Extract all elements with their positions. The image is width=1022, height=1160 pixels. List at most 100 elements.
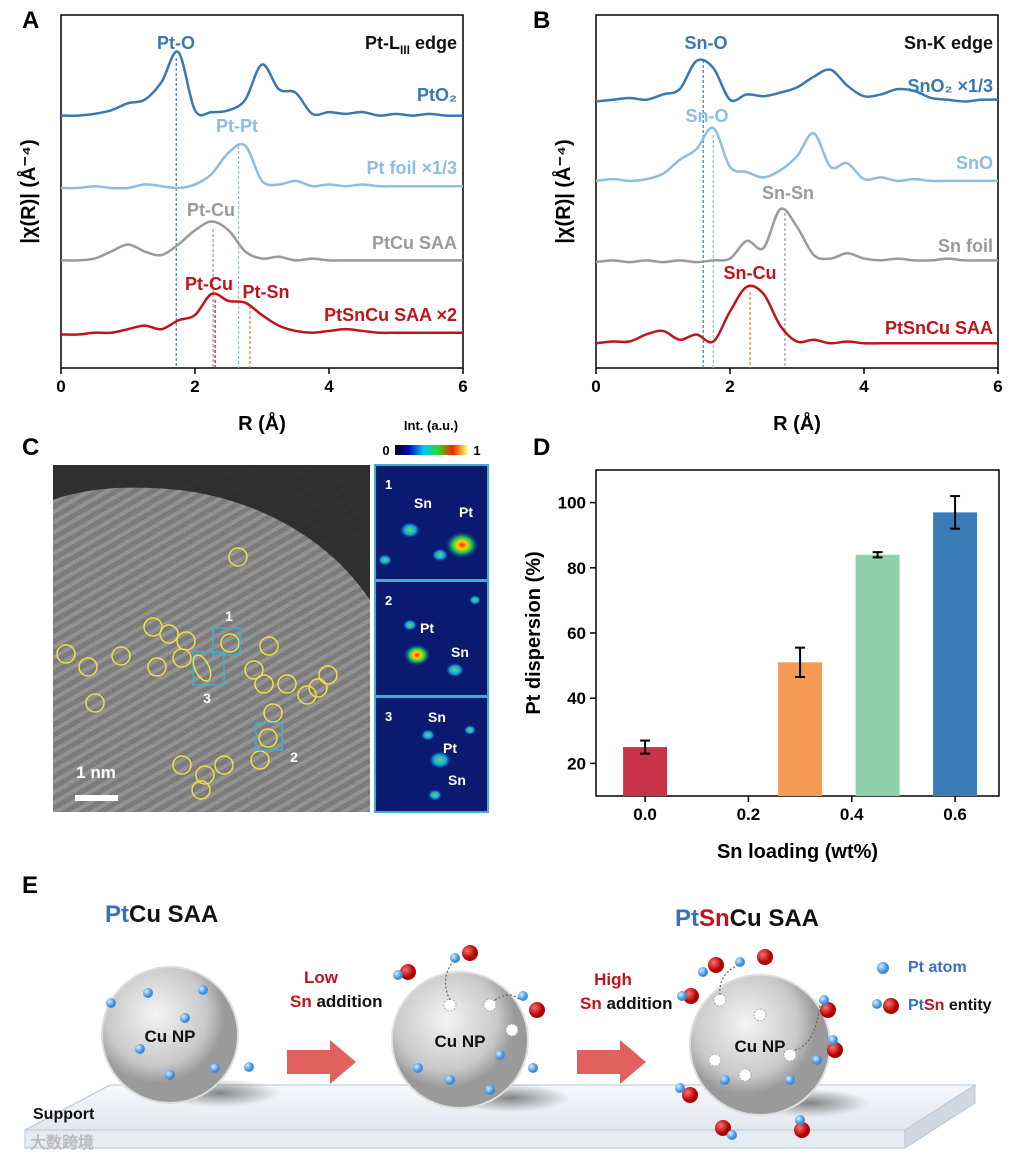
atom-marker xyxy=(220,633,240,653)
series-label: PtSnCu SAA xyxy=(885,318,993,338)
x-tick-label: 0.0 xyxy=(633,805,657,824)
atom-marker xyxy=(297,685,317,705)
inset-atom-label: Pt xyxy=(459,504,473,520)
sn-atom xyxy=(683,988,699,1004)
series-label: Pt foil ×1/3 xyxy=(366,158,457,178)
pt-atom xyxy=(677,991,687,1001)
x-tick-label: 0.6 xyxy=(943,805,967,824)
spectrum-line xyxy=(60,50,464,117)
colorbar xyxy=(395,445,467,455)
peak-label: Pt-O xyxy=(157,33,195,53)
series-label: Sn foil xyxy=(938,236,993,256)
title-pt-cu: PtCu SAA xyxy=(105,901,218,928)
plot-frame xyxy=(595,14,999,369)
atom-marker xyxy=(214,755,234,775)
colorbar-min: 0 xyxy=(382,443,389,458)
pt-atom xyxy=(795,1115,805,1125)
pt-atom xyxy=(445,1075,455,1085)
atom-marker xyxy=(172,648,192,668)
atom-marker xyxy=(254,674,274,694)
spectrum-line xyxy=(60,292,463,336)
intensity-blob xyxy=(421,729,435,741)
x-tick-label: 2 xyxy=(725,377,734,396)
scale-bar xyxy=(75,795,118,801)
panel-title-part: III xyxy=(400,43,410,57)
atom-marker xyxy=(195,765,215,785)
vacancy xyxy=(783,1048,797,1062)
atom-marker xyxy=(259,636,279,656)
y-tick-label: 20 xyxy=(567,754,586,773)
atom-marker xyxy=(191,780,211,800)
sn-atom xyxy=(827,1042,843,1058)
x-axis-label: R (Å) xyxy=(773,411,821,435)
inset-atom-label: Sn xyxy=(428,709,446,725)
atom-marker xyxy=(143,617,163,637)
legend-pt xyxy=(872,999,882,1009)
plot-frame xyxy=(60,14,464,369)
arrow-label: Sn addition xyxy=(580,994,673,1013)
pt-atom xyxy=(727,1130,737,1140)
intensity-blob xyxy=(469,595,481,605)
sn-atom xyxy=(820,1002,836,1018)
pt-atom xyxy=(812,1055,822,1065)
sn-atom xyxy=(462,945,478,961)
inset-atom-label: Sn xyxy=(451,644,469,660)
inset-label: 2 xyxy=(385,593,392,608)
sn-atom xyxy=(682,1087,698,1103)
x-tick-label: 0.4 xyxy=(840,805,864,824)
intensity-blob xyxy=(378,554,392,566)
inset-map xyxy=(374,464,489,581)
pt-atom xyxy=(485,1085,495,1095)
peak-label: Sn-Cu xyxy=(724,263,777,283)
y-tick-label: 60 xyxy=(567,624,586,643)
arrow-label: Sn addition xyxy=(290,992,383,1011)
y-axis-label: |χ(R)| (Å⁻⁴) xyxy=(16,139,40,243)
intensity-blob xyxy=(428,789,442,801)
inset-atom-label: Sn xyxy=(448,772,466,788)
arrow-label: High xyxy=(594,970,632,989)
atom-marker xyxy=(85,693,105,713)
pt-atom xyxy=(495,1050,505,1060)
panel-title-part: Pt-L xyxy=(365,33,400,53)
arrow-label-part: Sn xyxy=(290,992,312,1011)
atom-marker xyxy=(244,660,264,680)
pt-atom xyxy=(393,970,403,980)
region-label: 2 xyxy=(290,749,298,765)
panel-title-part: edge xyxy=(410,33,457,53)
bar xyxy=(933,512,978,796)
arrow xyxy=(577,1040,646,1084)
x-tick-label: 6 xyxy=(458,377,467,396)
pt-atom xyxy=(210,1063,220,1073)
vacancy xyxy=(483,998,497,1012)
peak-label: Pt-Cu xyxy=(185,274,233,294)
spectrum-line xyxy=(595,284,998,345)
intensity-blob xyxy=(446,532,478,558)
atom-marker xyxy=(172,755,192,775)
region-label: 3 xyxy=(203,690,211,706)
peak-label: Sn-O xyxy=(686,106,729,126)
particle-label: Cu NP xyxy=(145,1027,196,1046)
vacancy xyxy=(753,1008,767,1022)
panel-title-part: Sn-K edge xyxy=(904,33,993,53)
series-label: PtO₂ xyxy=(417,85,457,105)
title-pt-sn-cu-part: Pt xyxy=(675,905,699,932)
pt-atom xyxy=(698,967,708,977)
region-label: 1 xyxy=(225,608,233,624)
panel-label: A xyxy=(22,7,39,34)
pt-atom xyxy=(244,1062,254,1072)
pt-atom xyxy=(785,1075,795,1085)
title-pt-cu-part: Cu SAA xyxy=(129,901,218,928)
panel-label: B xyxy=(533,7,550,34)
pt-atom xyxy=(735,957,745,967)
x-tick-label: 4 xyxy=(859,377,869,396)
hrtem-image xyxy=(53,465,370,812)
pt-atom xyxy=(413,1063,423,1073)
sn-atom xyxy=(794,1122,810,1138)
legend-label-part: entity xyxy=(944,997,991,1014)
arrow-label-part: addition xyxy=(312,992,383,1011)
pt-atom xyxy=(180,1013,190,1023)
inset-label: 3 xyxy=(385,709,392,724)
x-tick-label: 0.2 xyxy=(737,805,761,824)
particle xyxy=(101,966,239,1104)
